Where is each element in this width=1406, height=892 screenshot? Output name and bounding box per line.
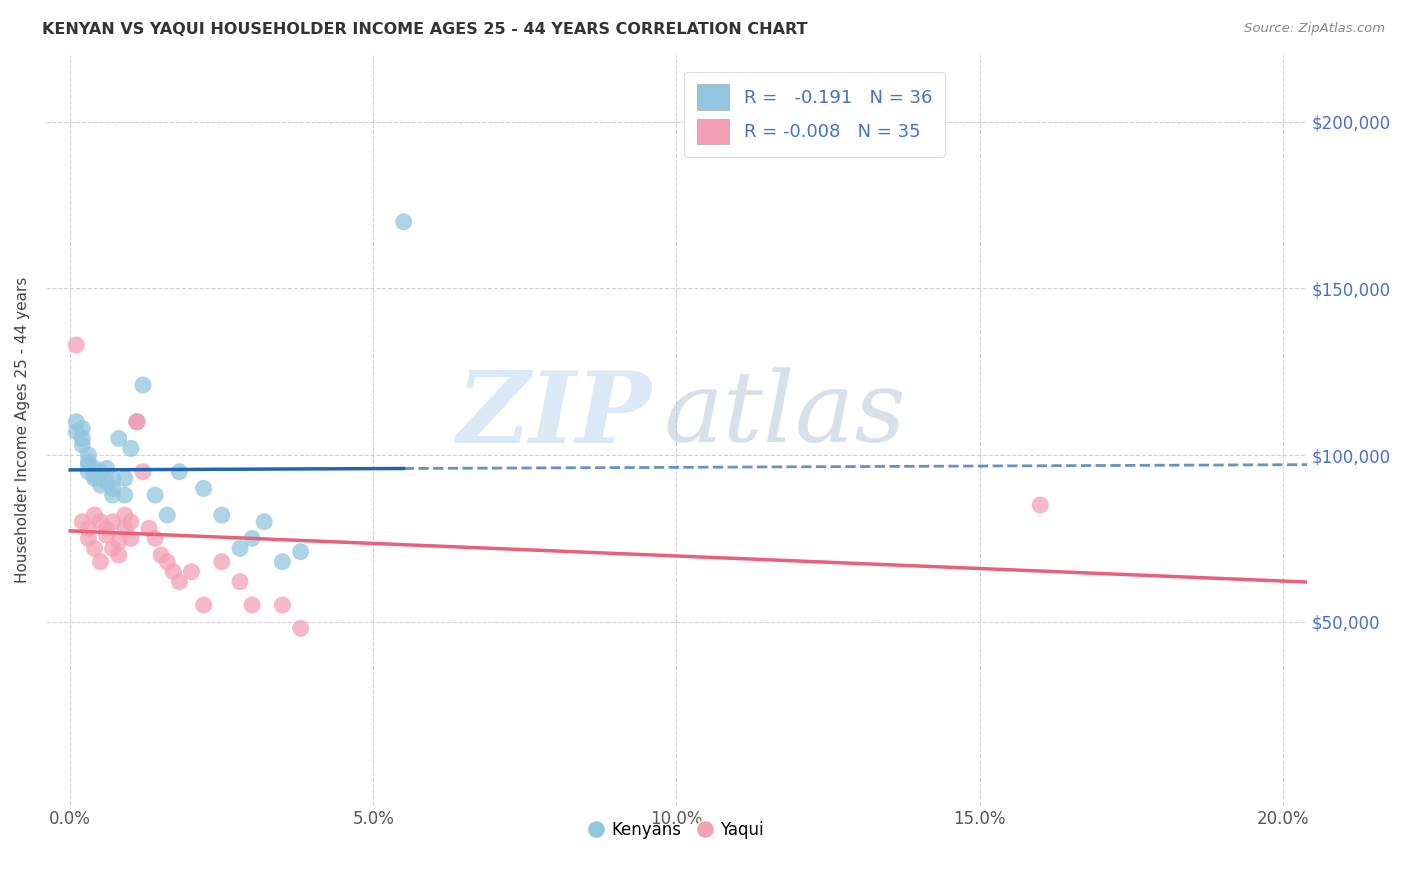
Point xyxy=(169,465,191,479)
Point xyxy=(271,598,294,612)
Point xyxy=(229,541,252,556)
Point xyxy=(77,532,100,546)
Point xyxy=(143,488,166,502)
Point xyxy=(114,521,136,535)
Point xyxy=(96,521,118,535)
Point xyxy=(90,555,112,569)
Point xyxy=(240,532,263,546)
Point xyxy=(211,555,233,569)
Point xyxy=(83,471,105,485)
Point xyxy=(83,508,105,522)
Point xyxy=(271,555,294,569)
Point xyxy=(101,488,124,502)
Text: KENYAN VS YAQUI HOUSEHOLDER INCOME AGES 25 - 44 YEARS CORRELATION CHART: KENYAN VS YAQUI HOUSEHOLDER INCOME AGES … xyxy=(42,22,807,37)
Point xyxy=(96,461,118,475)
Point xyxy=(156,555,179,569)
Point xyxy=(143,532,166,546)
Point xyxy=(114,471,136,485)
Y-axis label: Householder Income Ages 25 - 44 years: Householder Income Ages 25 - 44 years xyxy=(15,277,30,583)
Point xyxy=(107,548,129,562)
Point xyxy=(229,574,252,589)
Point xyxy=(290,621,312,635)
Point xyxy=(125,415,148,429)
Point xyxy=(240,598,263,612)
Text: ZIP: ZIP xyxy=(457,367,651,463)
Point xyxy=(1029,498,1052,512)
Legend: Kenyans, Yaqui: Kenyans, Yaqui xyxy=(583,814,770,846)
Point xyxy=(120,442,142,456)
Point xyxy=(107,431,129,445)
Point xyxy=(392,215,415,229)
Point xyxy=(150,548,173,562)
Point xyxy=(162,565,184,579)
Point xyxy=(101,515,124,529)
Point xyxy=(96,475,118,489)
Point xyxy=(65,338,87,352)
Point xyxy=(72,438,94,452)
Point xyxy=(101,541,124,556)
Point xyxy=(120,515,142,529)
Point xyxy=(253,515,276,529)
Point xyxy=(169,574,191,589)
Point xyxy=(77,521,100,535)
Point xyxy=(114,488,136,502)
Point xyxy=(65,415,87,429)
Point xyxy=(90,465,112,479)
Point xyxy=(138,521,160,535)
Point xyxy=(83,541,105,556)
Point xyxy=(96,528,118,542)
Text: Source: ZipAtlas.com: Source: ZipAtlas.com xyxy=(1244,22,1385,36)
Point xyxy=(77,448,100,462)
Point xyxy=(125,415,148,429)
Point xyxy=(290,545,312,559)
Point xyxy=(101,471,124,485)
Point xyxy=(77,455,100,469)
Point xyxy=(180,565,202,579)
Point xyxy=(77,465,100,479)
Point xyxy=(83,468,105,483)
Text: atlas: atlas xyxy=(664,368,907,463)
Point xyxy=(114,508,136,522)
Point xyxy=(72,515,94,529)
Point xyxy=(211,508,233,522)
Point xyxy=(72,421,94,435)
Point xyxy=(101,482,124,496)
Point xyxy=(193,482,215,496)
Point xyxy=(156,508,179,522)
Point xyxy=(90,515,112,529)
Point xyxy=(125,415,148,429)
Point xyxy=(132,465,155,479)
Point xyxy=(193,598,215,612)
Point xyxy=(77,458,100,472)
Point xyxy=(120,532,142,546)
Point xyxy=(65,425,87,439)
Point xyxy=(90,478,112,492)
Point xyxy=(72,431,94,445)
Point xyxy=(83,461,105,475)
Point xyxy=(132,378,155,392)
Point xyxy=(107,534,129,549)
